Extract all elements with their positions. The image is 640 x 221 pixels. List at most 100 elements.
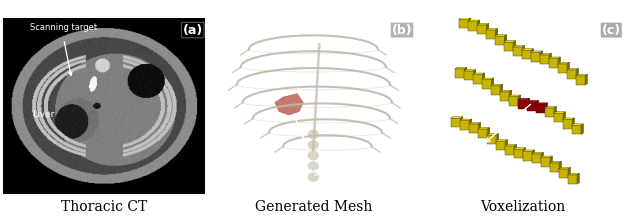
Polygon shape <box>460 120 470 130</box>
Polygon shape <box>513 41 516 51</box>
Circle shape <box>308 140 319 150</box>
Polygon shape <box>464 70 476 71</box>
Polygon shape <box>522 46 525 56</box>
Polygon shape <box>540 53 552 55</box>
Polygon shape <box>497 134 499 144</box>
Polygon shape <box>575 76 585 85</box>
Polygon shape <box>515 145 516 155</box>
Polygon shape <box>527 98 530 109</box>
Polygon shape <box>504 35 507 45</box>
Polygon shape <box>504 42 513 51</box>
Text: Scanning target: Scanning target <box>30 23 97 32</box>
Polygon shape <box>506 140 508 150</box>
Polygon shape <box>483 73 484 84</box>
Polygon shape <box>474 70 476 80</box>
Polygon shape <box>473 73 484 74</box>
Polygon shape <box>532 150 534 160</box>
Polygon shape <box>514 148 525 149</box>
Polygon shape <box>486 23 489 34</box>
Polygon shape <box>566 69 579 70</box>
Polygon shape <box>451 118 461 127</box>
Polygon shape <box>557 64 567 73</box>
Polygon shape <box>567 62 570 73</box>
Polygon shape <box>496 141 506 150</box>
Polygon shape <box>554 112 566 113</box>
Polygon shape <box>558 57 561 68</box>
Polygon shape <box>487 134 499 135</box>
Polygon shape <box>568 168 570 178</box>
Polygon shape <box>505 146 515 155</box>
Polygon shape <box>513 46 525 47</box>
Polygon shape <box>477 20 480 31</box>
Polygon shape <box>545 103 548 113</box>
Circle shape <box>308 172 319 182</box>
Polygon shape <box>559 169 568 178</box>
Polygon shape <box>492 78 493 89</box>
Polygon shape <box>465 67 467 78</box>
Polygon shape <box>557 62 570 64</box>
Polygon shape <box>509 96 518 106</box>
Polygon shape <box>541 157 550 167</box>
Text: (c): (c) <box>602 24 621 36</box>
Polygon shape <box>581 124 584 134</box>
Polygon shape <box>514 149 524 158</box>
Polygon shape <box>572 118 575 129</box>
Polygon shape <box>482 79 492 89</box>
Polygon shape <box>504 41 516 42</box>
Polygon shape <box>460 119 472 120</box>
Text: Thoracic CT: Thoracic CT <box>61 200 147 214</box>
Polygon shape <box>477 23 489 25</box>
Polygon shape <box>540 55 549 64</box>
Polygon shape <box>545 108 554 117</box>
Circle shape <box>308 130 319 139</box>
Polygon shape <box>482 78 493 79</box>
Polygon shape <box>575 74 588 76</box>
Polygon shape <box>550 163 559 172</box>
Polygon shape <box>568 175 577 184</box>
Polygon shape <box>540 51 543 61</box>
Polygon shape <box>468 20 480 21</box>
Polygon shape <box>550 156 552 167</box>
Text: Liver: Liver <box>33 110 54 119</box>
Polygon shape <box>572 124 584 125</box>
Polygon shape <box>478 128 490 129</box>
Polygon shape <box>518 95 521 106</box>
Polygon shape <box>523 150 534 151</box>
Polygon shape <box>488 128 490 138</box>
Polygon shape <box>541 152 543 163</box>
Polygon shape <box>513 47 522 56</box>
Polygon shape <box>572 125 581 134</box>
Polygon shape <box>477 25 486 34</box>
Polygon shape <box>500 90 511 91</box>
Polygon shape <box>545 107 557 108</box>
Polygon shape <box>486 30 495 39</box>
Polygon shape <box>495 36 504 45</box>
Polygon shape <box>576 69 579 79</box>
Polygon shape <box>451 117 463 118</box>
Polygon shape <box>500 84 502 95</box>
Polygon shape <box>549 53 552 64</box>
Polygon shape <box>531 51 543 52</box>
Polygon shape <box>478 129 488 138</box>
Text: Voxelization: Voxelization <box>480 200 565 214</box>
Polygon shape <box>563 118 575 119</box>
Polygon shape <box>469 122 481 124</box>
Polygon shape <box>536 104 545 113</box>
Polygon shape <box>518 100 527 109</box>
Polygon shape <box>491 86 500 95</box>
Polygon shape <box>468 21 477 31</box>
Polygon shape <box>548 58 558 68</box>
Polygon shape <box>559 168 570 169</box>
Polygon shape <box>495 35 507 36</box>
Polygon shape <box>459 18 471 19</box>
Polygon shape <box>548 57 561 58</box>
Polygon shape <box>455 67 467 69</box>
Polygon shape <box>554 113 563 122</box>
Polygon shape <box>568 173 579 175</box>
Polygon shape <box>509 90 511 101</box>
Polygon shape <box>563 112 566 122</box>
Polygon shape <box>559 161 561 172</box>
Polygon shape <box>509 95 521 96</box>
Polygon shape <box>554 107 557 117</box>
Polygon shape <box>495 29 498 39</box>
